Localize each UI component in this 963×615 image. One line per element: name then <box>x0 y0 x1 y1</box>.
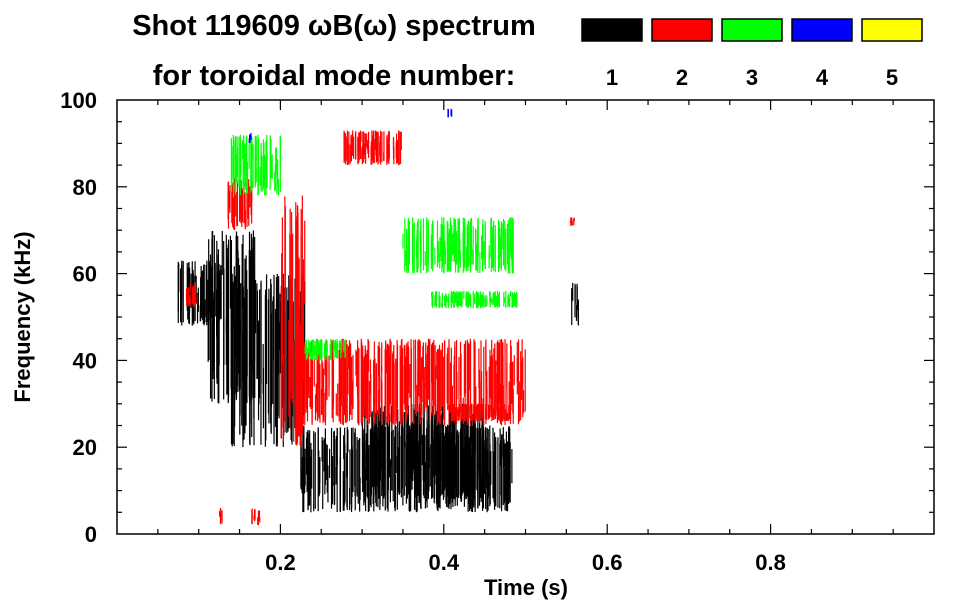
x-tick-label: 0.2 <box>265 550 296 575</box>
legend-label-4: 4 <box>816 65 829 90</box>
y-tick-label: 100 <box>60 88 97 113</box>
legend-swatch-5 <box>861 18 923 42</box>
legend-swatch-4 <box>791 18 853 42</box>
series-2-region-4 <box>300 338 526 426</box>
x-tick-label: 0.4 <box>429 550 460 575</box>
legend-swatch-3 <box>721 18 783 42</box>
series-1-region-5 <box>571 282 579 326</box>
series-2-region-5 <box>451 403 511 422</box>
series-3-region-3 <box>304 339 346 361</box>
series-3-region-1 <box>402 217 514 274</box>
y-tick-label: 80 <box>73 175 97 200</box>
legend-label-2: 2 <box>676 65 688 90</box>
series-2 <box>185 130 575 526</box>
series-2-region-8 <box>569 217 575 226</box>
series-1-region-4 <box>361 403 484 500</box>
series-4-region-0 <box>248 133 252 143</box>
y-tick-label: 60 <box>73 262 97 287</box>
x-tick-label: 0.6 <box>592 550 623 575</box>
series-2-region-3 <box>343 130 402 166</box>
y-tick-label: 40 <box>73 348 97 373</box>
series-2-region-6 <box>219 508 223 525</box>
series-3 <box>230 134 518 361</box>
series-3-region-0 <box>230 134 281 196</box>
axis-ticks <box>117 100 934 534</box>
series-4 <box>248 108 453 143</box>
x-axis-title: Time (s) <box>484 575 568 600</box>
series-4-region-1 <box>447 108 453 118</box>
y-axis-title: Frequency (kHz) <box>10 231 35 402</box>
legend-swatch-2 <box>651 18 713 42</box>
tick-labels: 0.2 0.4 0.6 0.8 0 20 40 60 80 100 <box>60 88 786 575</box>
legend-label-1: 1 <box>606 65 618 90</box>
y-tick-label: 0 <box>85 522 97 547</box>
chart-title: Shot 119609 ωB(ω) spectrum <box>132 10 536 42</box>
x-tick-label: 0.8 <box>755 550 786 575</box>
legend: 1 2 3 4 5 <box>581 18 923 90</box>
legend-label-3: 3 <box>746 65 758 90</box>
plot-data <box>177 108 579 526</box>
series-2-region-0 <box>185 282 198 309</box>
series-3-region-2 <box>431 290 518 309</box>
chart-subtitle: for toroidal mode number: <box>153 60 516 92</box>
legend-swatch-1 <box>581 18 643 42</box>
legend-label-5: 5 <box>886 65 898 90</box>
y-tick-label: 20 <box>73 435 97 460</box>
series-2-region-7 <box>251 508 261 526</box>
